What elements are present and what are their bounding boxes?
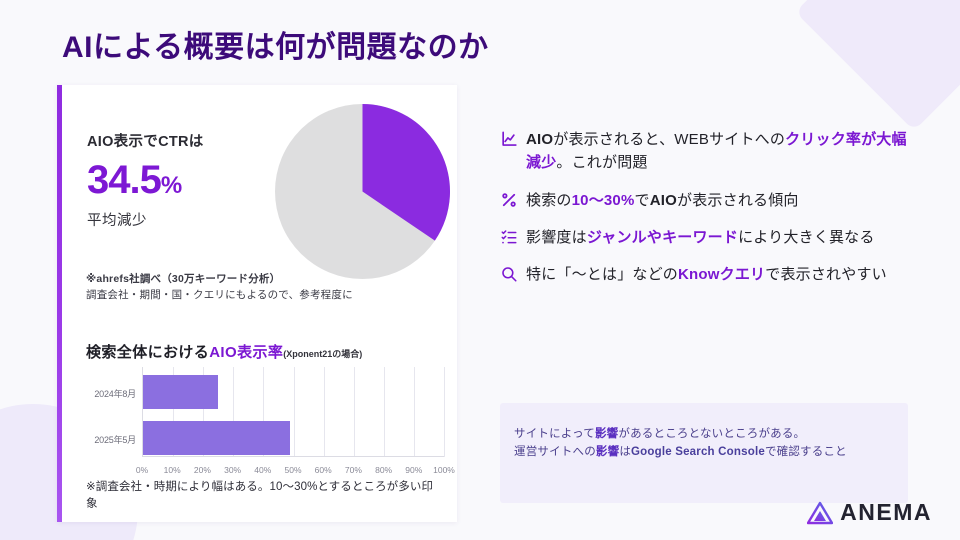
note-text-run: で確認すること bbox=[764, 446, 847, 459]
bullet-text-run: AIO bbox=[526, 131, 554, 148]
bar-category-label: 2025年5月 bbox=[94, 435, 136, 445]
bullet-text-run: Knowクエリ bbox=[678, 266, 766, 283]
footnote-line-2: 調査会社・期間・国・クエリにもよるので、参考程度に bbox=[86, 289, 353, 302]
x-tick-label: 60% bbox=[314, 465, 332, 475]
grid-line bbox=[323, 367, 325, 457]
note-text-run: Google Search Console bbox=[631, 446, 765, 459]
grid-line bbox=[383, 367, 385, 457]
bullet-text-run: WEB bbox=[674, 131, 710, 148]
x-tick-label: 100% bbox=[433, 465, 455, 475]
pie-chart-svg bbox=[275, 104, 450, 279]
bullet-text-run: により大きく異なる bbox=[738, 228, 875, 246]
grid-line bbox=[173, 367, 175, 457]
bullet-item: 特に「〜とは」などのKnowクエリで表示されやすい bbox=[500, 263, 915, 286]
bar-row bbox=[143, 375, 444, 409]
stat-value: 34.5% bbox=[87, 157, 287, 203]
grid-line bbox=[444, 367, 445, 457]
x-tick-label: 20% bbox=[193, 465, 211, 475]
bullet-text-run: クリック率が大幅減少 bbox=[526, 131, 907, 172]
footnote-line-1: ※ahrefs社調べ（30万キーワード分析） bbox=[86, 273, 281, 285]
bar-chart-plot-area bbox=[142, 367, 445, 457]
x-tick-label: 50% bbox=[284, 465, 302, 475]
percent-icon bbox=[500, 189, 526, 212]
bullet-list: AIOが表示されると、WEBサイトへのクリック率が大幅減少。これが問題 検索の10… bbox=[500, 128, 915, 300]
bullet-text: AIOが表示されると、WEBサイトへのクリック率が大幅減少。これが問題 bbox=[526, 128, 915, 175]
stat-sublabel: 平均減少 bbox=[87, 213, 147, 229]
grid-line bbox=[263, 367, 265, 457]
grid-line bbox=[233, 367, 235, 457]
line-chart-icon bbox=[500, 128, 526, 175]
bullet-text-run: ジャンルやキーワード bbox=[586, 228, 739, 246]
bar-chart-x-axis bbox=[142, 456, 444, 457]
bar-heading-prefix: 検索全体における bbox=[86, 344, 210, 361]
bullet-item: 検索の10〜30%でAIOが表示される傾向 bbox=[500, 189, 915, 212]
bullet-text-run: 検索の bbox=[526, 191, 572, 209]
bullet-item: AIOが表示されると、WEBサイトへのクリック率が大幅減少。これが問題 bbox=[500, 128, 915, 175]
x-tick-label: 90% bbox=[405, 465, 423, 475]
bar-chart-heading: 検索全体におけるAIO表示率(Xponent21の場合) bbox=[86, 341, 362, 362]
grid-line bbox=[353, 367, 355, 457]
card-accent-bar bbox=[57, 85, 62, 522]
bar-category-label: 2024年8月 bbox=[94, 389, 136, 399]
stat-number: 34.5 bbox=[87, 158, 162, 202]
bar-heading-small: (Xponent21の場合) bbox=[283, 349, 363, 359]
x-tick-label: 30% bbox=[224, 465, 242, 475]
bar-row bbox=[143, 421, 444, 455]
anema-logo-text: ANEMA bbox=[840, 499, 932, 525]
bullet-text-run: が表示される傾向 bbox=[677, 191, 799, 209]
bar-heading-highlight: AIO表示率 bbox=[209, 344, 284, 361]
bullet-text: 影響度はジャンルやキーワードにより大きく異なる bbox=[526, 226, 875, 249]
anema-triangle-icon bbox=[807, 501, 834, 524]
checklist-icon bbox=[500, 226, 526, 249]
stat-block: AIO表示でCTRは 34.5% 平均減少 bbox=[87, 130, 287, 230]
x-tick-label: 0% bbox=[135, 465, 149, 475]
bullet-text-run: サイトへの bbox=[709, 131, 786, 148]
page-title: AIによる概要は何が問題なのか bbox=[62, 31, 489, 64]
note-text-run: 影響 bbox=[594, 428, 619, 440]
bullet-text-run: で bbox=[634, 191, 650, 209]
bullet-text-run: 特に「〜とは」などの bbox=[526, 266, 679, 283]
bullet-item: 影響度はジャンルやキーワードにより大きく異なる bbox=[500, 226, 915, 249]
bullet-text-run: 影響度は bbox=[526, 228, 587, 246]
x-tick-label: 10% bbox=[163, 465, 181, 475]
grid-line bbox=[413, 367, 415, 457]
x-tick-label: 40% bbox=[254, 465, 272, 475]
pie-slice-ctr-drop bbox=[362, 104, 450, 241]
note-text-run: は bbox=[619, 446, 632, 459]
stat-label: AIO表示でCTRは bbox=[87, 134, 204, 150]
bullet-text-run: 。これが問題 bbox=[556, 154, 648, 172]
note-box: サイトによって影響があるところとないところがある。 運営サイトへの影響はGoogl… bbox=[500, 403, 908, 503]
bullet-text-run: で表示されやすい bbox=[765, 266, 887, 283]
search-icon bbox=[500, 263, 526, 286]
grid-line bbox=[203, 367, 205, 457]
stat-card: AIO表示でCTRは 34.5% 平均減少 ※ahrefs社調べ（30万キーワー… bbox=[57, 85, 457, 522]
stat-card-footnote: ※ahrefs社調べ（30万キーワード分析） 調査会社・期間・国・クエリにもよる… bbox=[86, 271, 353, 304]
bullet-text-run: が表示されると、 bbox=[553, 131, 675, 148]
bar bbox=[143, 375, 219, 409]
note-text-run: 運営サイトへの bbox=[514, 446, 596, 459]
bar bbox=[143, 421, 291, 455]
bar-chart-footnote: ※調査会社・時期により幅はある。10〜30%とするところが多い印象 bbox=[86, 481, 434, 511]
bar-chart: 2024年8月 2025年5月 0% 10% 20% 30% 40% 50% 60% 70% 80… bbox=[74, 367, 455, 479]
x-tick-label: 80% bbox=[375, 465, 393, 475]
pie-chart bbox=[275, 104, 450, 279]
x-tick-label: 70% bbox=[344, 465, 362, 475]
brand-logo: ANEMA bbox=[807, 499, 932, 526]
bullet-text: 検索の10〜30%でAIOが表示される傾向 bbox=[526, 189, 799, 212]
bullet-text: 特に「〜とは」などのKnowクエリで表示されやすい bbox=[526, 263, 887, 286]
note-box-text: サイトによって影響があるところとないところがある。 運営サイトへの影響はGoogl… bbox=[514, 425, 896, 462]
stat-unit: % bbox=[160, 172, 183, 199]
bullet-text-run: 10〜30% bbox=[571, 191, 635, 209]
grid-line bbox=[293, 367, 295, 457]
note-text-run: 影響 bbox=[595, 446, 620, 459]
note-text-run: があるところとないところがある。 bbox=[618, 428, 806, 440]
bullet-text-run: AIO bbox=[649, 191, 678, 209]
note-text-run: サイトによって bbox=[514, 428, 595, 440]
decorative-diamond-shape bbox=[795, 0, 960, 131]
